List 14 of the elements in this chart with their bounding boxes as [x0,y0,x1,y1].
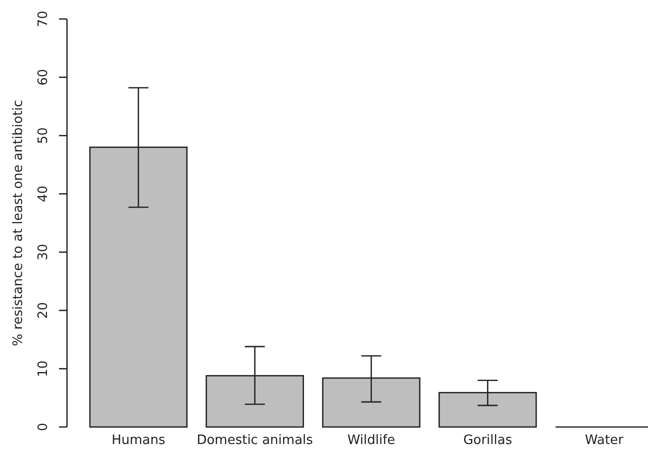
y-tick-label: 60 [36,69,51,86]
y-tick-label: 50 [36,127,51,144]
x-tick-label: Gorillas [463,433,512,448]
x-tick-label: Wildlife [347,433,396,448]
y-tick-label: 0 [36,422,51,432]
x-tick-label: Water [584,433,624,448]
y-tick-label: 20 [36,302,51,319]
y-tick-label: 10 [36,360,51,377]
y-tick-label: 70 [36,10,51,28]
y-tick-label: 30 [36,244,51,260]
x-tick-label: Domestic animals [196,433,314,448]
y-tick-label: 40 [36,186,51,202]
x-tick-label: Humans [112,433,166,448]
y-axis-title: % resistance to at least one antibiotic [11,100,26,346]
